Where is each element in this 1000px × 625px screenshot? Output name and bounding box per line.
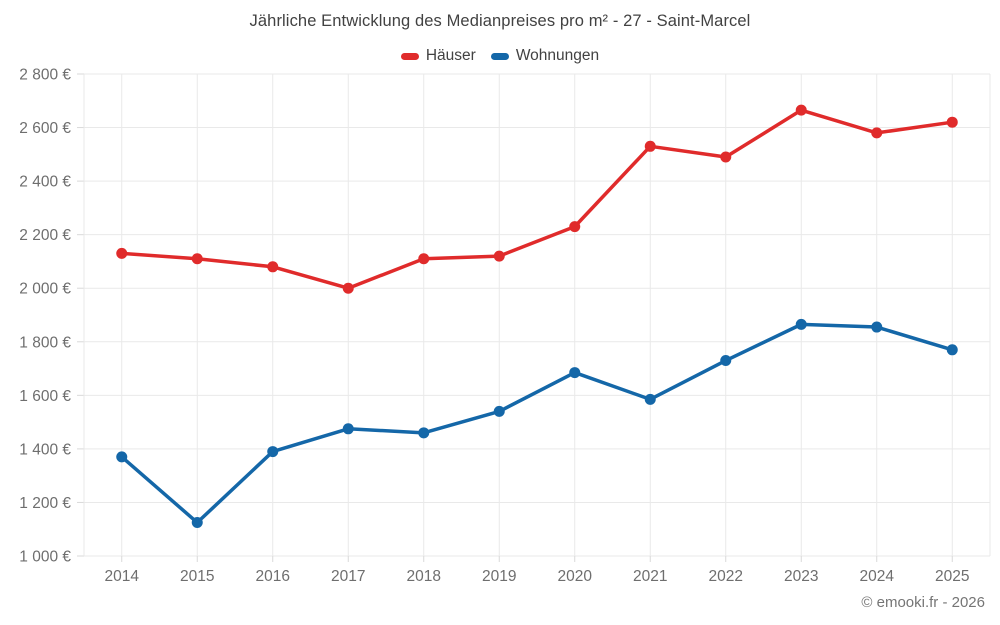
- wohnungen-series-swatch-icon: [490, 52, 509, 60]
- data-point-häuser-2022: [720, 151, 732, 163]
- data-point-wohnungen-2024: [871, 321, 883, 333]
- x-tick-label: 2021: [633, 568, 667, 585]
- legend-item-wohnungen[interactable]: Wohnungen: [490, 47, 600, 65]
- data-point-häuser-2017: [342, 282, 354, 294]
- y-tick-label: 2 400 €: [19, 174, 71, 191]
- data-point-wohnungen-2021: [644, 393, 656, 405]
- y-tick-label: 2 600 €: [19, 120, 71, 137]
- x-tick-label: 2024: [860, 568, 895, 585]
- y-tick-label: 1 800 €: [19, 334, 71, 351]
- data-point-häuser-2016: [267, 261, 279, 273]
- chart-title: Jährliche Entwicklung des Medianpreises …: [249, 12, 751, 30]
- data-point-wohnungen-2015: [191, 517, 203, 529]
- legend-item-hauser[interactable]: Häuser: [400, 47, 476, 65]
- data-point-häuser-2020: [569, 221, 581, 233]
- y-tick-label: 1 200 €: [19, 495, 71, 512]
- data-point-häuser-2021: [644, 140, 656, 152]
- data-point-wohnungen-2025: [946, 344, 958, 356]
- x-tick-label: 2019: [482, 568, 516, 585]
- y-tick-label: 2 800 €: [19, 67, 71, 84]
- series-line-wohnungen: [120, 322, 954, 525]
- x-tick-label: 2025: [935, 568, 969, 585]
- legend-label-hauser: Häuser: [425, 47, 476, 64]
- data-point-wohnungen-2019: [493, 405, 505, 417]
- data-point-häuser-2014: [116, 247, 128, 259]
- x-tick-label: 2016: [256, 568, 290, 585]
- x-tick-label: 2020: [558, 568, 593, 585]
- y-tick-label: 2 000 €: [19, 281, 71, 298]
- y-tick-label: 2 200 €: [19, 227, 71, 244]
- x-tick-label: 2018: [407, 568, 441, 585]
- data-point-häuser-2024: [871, 127, 883, 139]
- data-point-häuser-2025: [946, 116, 958, 128]
- data-point-wohnungen-2017: [342, 423, 354, 435]
- x-tick-label: 2022: [709, 568, 743, 585]
- data-point-häuser-2019: [493, 250, 505, 262]
- x-tick-label: 2017: [331, 568, 365, 585]
- x-tick-label: 2023: [784, 568, 818, 585]
- data-point-wohnungen-2022: [720, 355, 732, 367]
- data-point-wohnungen-2018: [418, 427, 430, 439]
- y-tick-label: 1 400 €: [19, 441, 71, 458]
- data-point-häuser-2018: [418, 253, 430, 265]
- legend-label-wohnungen: Wohnungen: [515, 47, 600, 64]
- data-point-wohnungen-2014: [116, 451, 128, 463]
- x-tick-label: 2014: [105, 568, 140, 585]
- y-tick-label: 1 000 €: [19, 549, 71, 566]
- series-line-häuser: [120, 108, 954, 290]
- x-tick-label: 2015: [180, 568, 214, 585]
- data-point-wohnungen-2023: [795, 318, 807, 330]
- data-point-wohnungen-2016: [267, 446, 279, 458]
- data-point-wohnungen-2020: [569, 367, 581, 379]
- legend: Häuser Wohnungen: [0, 47, 1000, 65]
- footer-credit: © emooki.fr - 2026: [861, 594, 985, 611]
- hauser-series-swatch-icon: [400, 52, 419, 60]
- data-point-häuser-2015: [191, 253, 203, 265]
- y-tick-label: 1 600 €: [19, 388, 71, 405]
- data-point-häuser-2023: [795, 104, 807, 116]
